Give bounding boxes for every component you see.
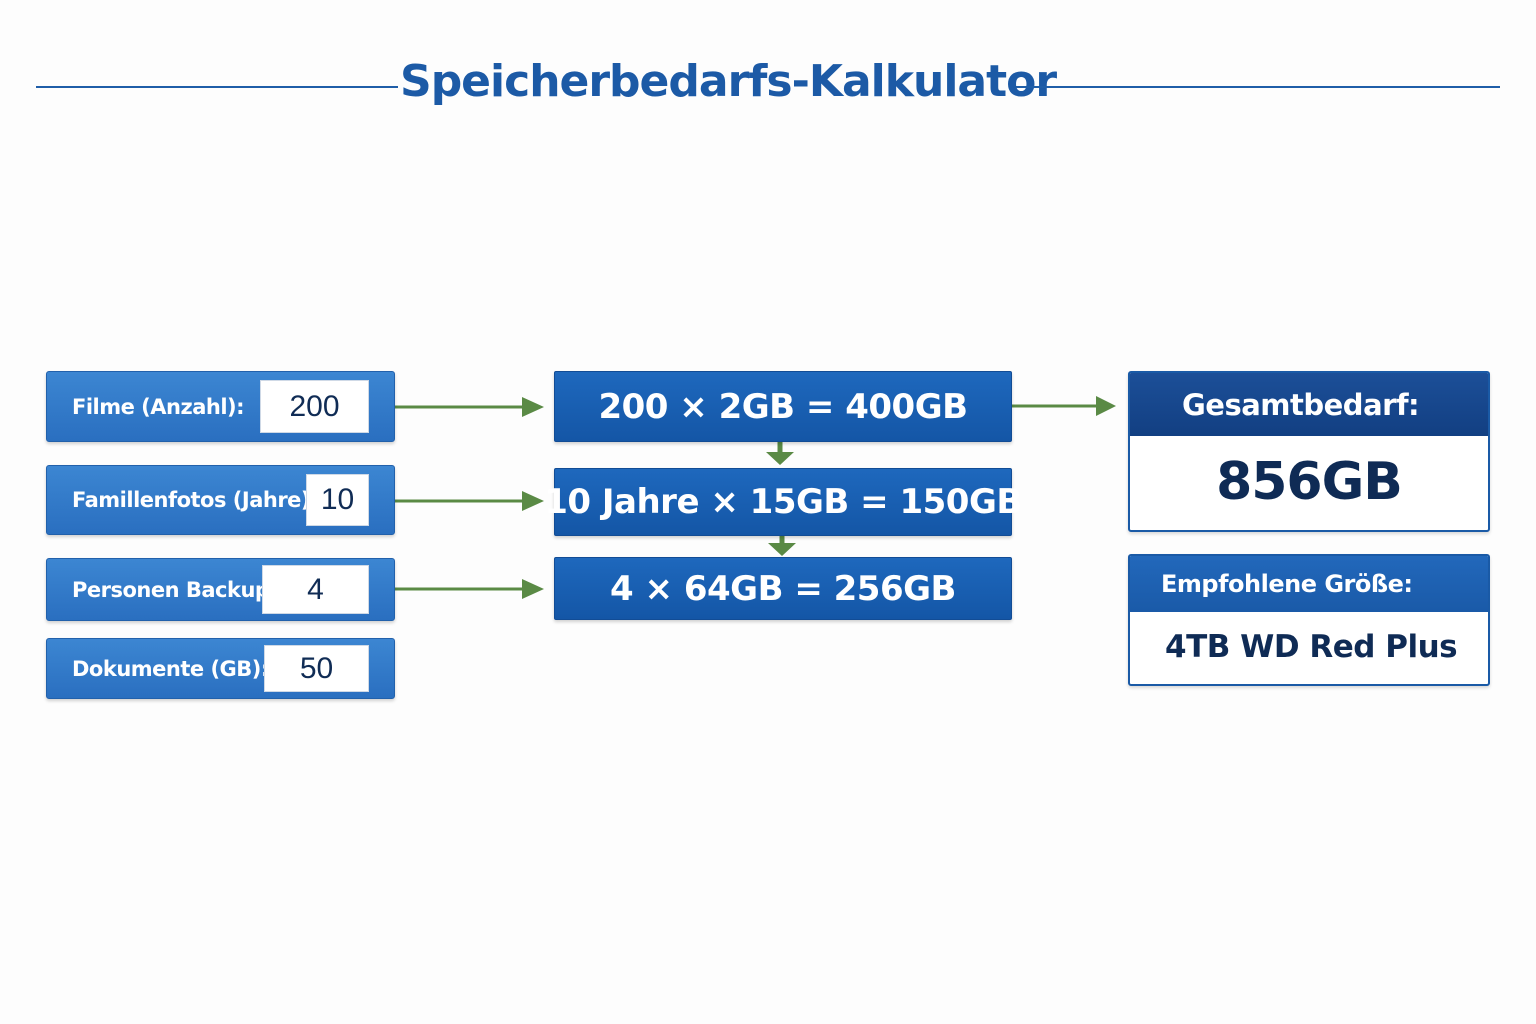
title-rule-left [36,86,398,88]
arrowhead-total [1096,396,1116,416]
arrowhead-calc2 [766,452,794,465]
arrowhead-calc3 [768,543,796,556]
recommended-size-panel: Empfohlene Größe: 4TB WD Red Plus [1128,554,1490,686]
calc-person-backup: 4 × 64GB = 256GB [554,557,1012,620]
calc-movies: 200 × 2GB = 400GB [554,371,1012,442]
family-photos-label: Famillenfotos (Jahre): [72,488,318,512]
documents-gb-field[interactable]: 50 [264,645,369,692]
input-row-family-photos: Famillenfotos (Jahre): 10 [46,465,395,535]
recommended-size-value: 4TB WD Red Plus [1165,629,1458,665]
input-row-person-backup: Personen Backup: 4 [46,558,395,621]
documents-label: Dokumente (GB): [72,656,269,681]
arrowhead-movies [522,397,544,417]
family-photos-years-field[interactable]: 10 [306,474,369,526]
calc-family-photos: 10 Jahre × 15GB = 150GB [544,468,1022,536]
input-row-documents: Dokumente (GB): 50 [46,638,395,699]
input-row-movies: Filme (Anzahl): 200 [46,371,395,442]
person-backup-field[interactable]: 4 [262,565,369,614]
arrowhead-backup [522,579,544,599]
recommended-size-label: Empfohlene Größe: [1130,556,1488,612]
title-rule-right [1016,86,1500,88]
person-backup-label: Personen Backup: [72,577,278,602]
total-value: 856GB [1216,452,1403,512]
arrowhead-photos [522,491,544,511]
total-label: Gesamtbedarf: [1130,373,1488,436]
movies-label: Filme (Anzahl): [72,394,245,419]
page-title: Speicherbedarfs-Kalkulator [400,56,1057,107]
total-result-panel: Gesamtbedarf: 856GB [1128,371,1490,532]
movies-count-field[interactable]: 200 [260,380,369,433]
